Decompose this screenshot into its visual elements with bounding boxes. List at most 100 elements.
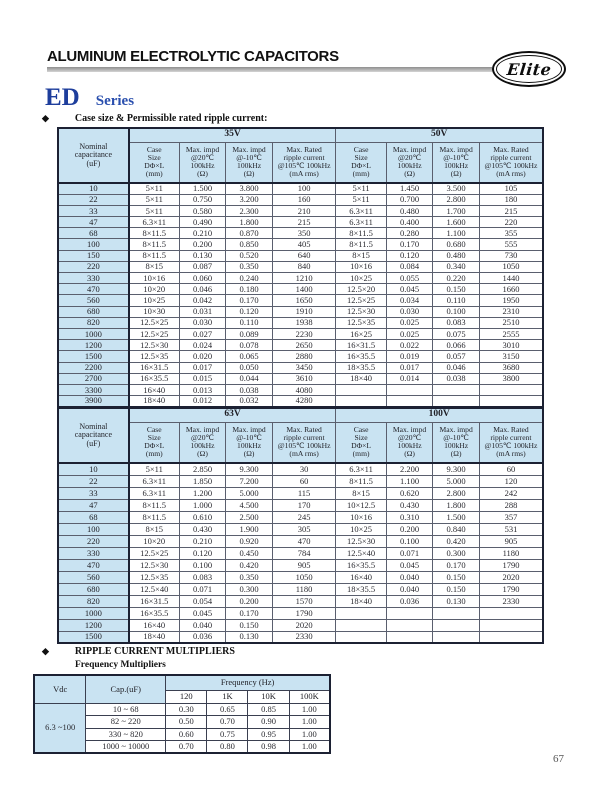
table-cell: 5×11 [128,462,180,476]
table-cell: 8×15 [335,486,387,500]
table-cell: 0.036 [385,594,434,608]
table-cell: 0.200 [225,594,273,608]
table-cell: 0.700 [385,193,434,206]
table-cell: 0.066 [432,339,480,352]
elite-logo-text: Elite [505,59,553,79]
table-cell: 0.078 [225,339,273,352]
table-cell: 16×35.5 [335,350,387,363]
cap-range-cell: 330 ~ 820 [85,727,167,741]
table-cell: 4080 [271,383,337,397]
capacitance-cell: 470 [57,283,130,296]
table-cell [478,630,544,644]
table-cell: 8×11.5 [128,227,180,240]
table-row: 2700 16×35.5 0.015 0.044 3610 18×40 0.014 0.038… [57,372,544,385]
table-cell: 0.083 [178,570,227,584]
table-row: 33 5×11 0.580 2.300 210 6.3×11 0.480 1.700 215 [57,204,544,218]
table-cell: 9.300 [225,462,273,476]
table-cell: 305 [271,522,337,536]
table-cell: 105 [478,182,544,195]
voltage-band-50v: 50V [335,127,544,143]
table-cell: 7.200 [225,474,273,488]
table-cell: 10×30 [128,305,180,318]
capacitance-cell: 1500 [57,630,130,644]
table-cell: 1440 [478,271,544,285]
table-cell: 1790 [271,606,337,620]
table-cell: 0.024 [178,339,227,352]
table-cell: 1.00 [288,727,331,741]
table-row: 680 12.5×40 0.071 0.300 1180 18×35.5 0.040 0.15… [57,582,544,596]
table-cell [432,395,480,408]
table-cell [335,618,387,632]
table-cell: 0.220 [432,271,480,285]
capacitance-cell: 220 [57,534,130,548]
cap-range-cell: 10 ~ 68 [85,702,167,716]
col-header-capacitance: Nominal capacitance (uF) [57,127,130,184]
table-cell: 0.620 [385,486,434,500]
table-row: 220 8×15 0.087 0.350 840 10×16 0.084 0.340 1050 [57,260,544,274]
capacitance-cell: 330 [57,546,130,560]
capacitance-cell: 1500 [57,350,130,363]
table-cell: 0.015 [178,372,227,385]
table-cell: 0.310 [385,510,434,524]
table-cell: 0.089 [225,327,273,341]
table-cell: 5×11 [128,204,180,218]
table-cell: 10×16 [335,510,387,524]
table-row: 47 8×11.5 1.000 4.500 170 10×12.5 0.430 1.800 28… [57,498,544,512]
series-heading: ED Series [45,84,134,112]
table-cell: 1.600 [432,216,480,229]
table-cell: 0.95 [247,727,290,741]
table-cell: 30 [271,462,337,476]
table-cell: 1.850 [178,474,227,488]
table-cell [432,383,480,397]
table-cell: 1.450 [385,182,434,195]
table-row: 47 6.3×11 0.490 1.800 215 6.3×11 0.400 1.600 220 [57,216,544,229]
table-row: 100 8×11.5 0.200 0.850 405 8×11.5 0.170 0.680 55… [57,238,544,251]
table-cell: 9.300 [432,462,480,476]
table-cell: 12.5×25 [128,316,180,329]
capacitance-cell: 150 [57,249,130,262]
table-cell: 12.5×20 [335,283,387,296]
col-header-10k: 10K [247,689,290,704]
table-cell [335,383,387,397]
table-cell: 210 [271,204,337,218]
capacitance-cell: 1000 [57,606,130,620]
table-cell: 1570 [271,594,337,608]
table-cell: 1.500 [178,182,227,195]
table-cell: 0.014 [385,372,434,385]
table-cell: 12.5×25 [128,546,180,560]
col-header-impd-neg10c: Max. impd @-10℃ 100kHz (Ω) [432,421,480,464]
col-header-120hz: 120 [165,689,208,704]
table-cell: 12.5×40 [335,546,387,560]
voltage-band-63v: 63V [128,407,337,423]
table-cell: 8×11.5 [128,510,180,524]
table-cell: 0.036 [178,630,227,644]
table-cell: 0.100 [385,534,434,548]
table-cell: 115 [271,486,337,500]
table-cell: 355 [478,227,544,240]
table-cell: 0.98 [247,740,290,754]
table-cell: 0.210 [178,534,227,548]
table-cell: 0.030 [178,316,227,329]
table-cell: 1180 [478,546,544,560]
table-cell [478,395,544,408]
table-cell: 0.042 [178,294,227,307]
table-cell [385,383,434,397]
series-code: ED [45,84,80,111]
table-cell: 16×35.5 [128,372,180,385]
page-title: ALUMINUM ELECTROLYTIC CAPACITORS [47,48,339,65]
table-cell: 555 [478,238,544,251]
table-cell: 0.480 [385,204,434,218]
table-row: 22 6.3×11 1.850 7.200 60 8×11.5 1.100 5.000 120 [57,474,544,488]
table-cell: 0.100 [432,305,480,318]
table-cell [432,630,480,644]
table-cell: 12.5×35 [128,570,180,584]
table-cell: 6.3×11 [335,216,387,229]
table-cell: 6.3×11 [335,204,387,218]
table-row: 10 5×11 1.500 3.800 100 5×11 1.450 3.500 105 [57,182,544,195]
table-cell: 0.400 [385,216,434,229]
table-cell: 0.180 [225,283,273,296]
table-cell: 180 [478,193,544,206]
table-row: 1500 18×40 0.036 0.130 2330 [57,630,544,644]
table-cell: 0.130 [178,249,227,262]
